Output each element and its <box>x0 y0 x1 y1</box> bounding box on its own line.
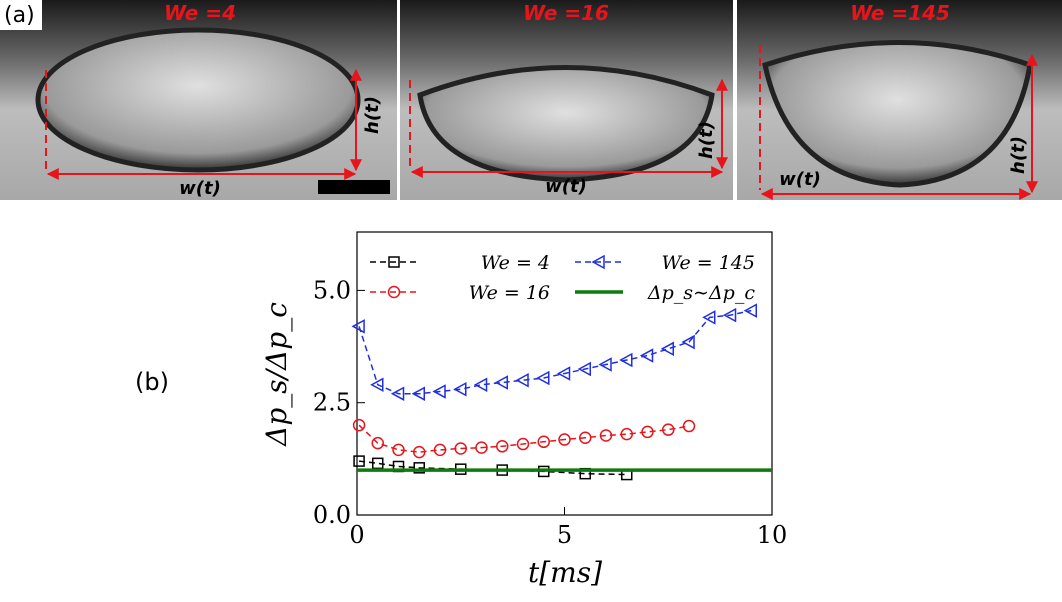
marker <box>577 361 591 377</box>
marker <box>515 372 529 388</box>
x-tick-label: 5 <box>557 521 572 549</box>
height-label: h(t) <box>1008 136 1029 174</box>
x-tick-label: 0 <box>349 521 364 549</box>
legend-item: We = 4 <box>370 252 550 274</box>
y-axis-label: Δp_s/Δp_c <box>260 302 293 447</box>
marker <box>387 285 401 299</box>
marker <box>619 352 633 368</box>
marker <box>411 386 425 401</box>
marker <box>353 455 365 467</box>
marker <box>598 357 612 372</box>
series-line <box>358 460 627 476</box>
marker <box>473 377 488 392</box>
photos <box>0 0 1062 200</box>
marker <box>558 433 571 446</box>
marker <box>662 423 675 436</box>
x-axis-label: t[ms] <box>528 556 602 589</box>
panel-label: (b) <box>135 368 169 396</box>
legend-label: We = 4 <box>481 252 550 274</box>
panel-label: (a) <box>4 3 35 28</box>
photo-title: We =4 <box>164 1 236 25</box>
scale-bar <box>318 180 390 194</box>
marker <box>591 254 605 270</box>
marker <box>641 425 654 439</box>
height-label: h(t) <box>362 96 383 134</box>
y-tick-label: 2.5 <box>313 389 351 417</box>
marker <box>681 334 695 350</box>
annotations <box>45 45 1038 200</box>
marker <box>599 429 613 442</box>
marker <box>579 431 592 444</box>
marker <box>537 435 550 449</box>
legend-label: Δp_s∼Δp_c <box>647 282 755 304</box>
y-tick-label: 0.0 <box>313 501 351 529</box>
marker <box>496 440 509 453</box>
width-label: w(t) <box>179 178 221 199</box>
marker <box>475 441 488 454</box>
label-box <box>0 0 42 30</box>
legend-label: We = 145 <box>662 252 756 274</box>
marker <box>413 445 426 459</box>
series-line <box>358 424 690 453</box>
marker <box>536 370 550 386</box>
marker <box>392 443 405 457</box>
y-tick-label: 5.0 <box>313 276 351 304</box>
legend-label: We = 16 <box>469 282 550 304</box>
marker <box>722 307 737 323</box>
marker <box>351 319 365 334</box>
legend-item: We = 16 <box>370 282 550 304</box>
legend-item: We = 145 <box>575 252 755 274</box>
photo-title: We =16 <box>523 1 609 25</box>
x-tick-label: 10 <box>757 521 788 549</box>
legend-item: Δp_s∼Δp_c <box>575 282 755 304</box>
marker <box>454 442 467 455</box>
marker <box>413 462 425 474</box>
width-label: w(t) <box>779 169 821 190</box>
droplet <box>417 65 715 183</box>
marker <box>682 419 696 433</box>
marker <box>352 418 366 432</box>
marker <box>639 348 654 363</box>
marker <box>453 381 467 397</box>
marker <box>371 436 384 450</box>
marker <box>556 366 571 381</box>
height-label: h(t) <box>696 121 717 159</box>
droplet <box>762 40 1033 188</box>
marker <box>370 377 384 392</box>
series-line <box>358 309 752 395</box>
marker <box>494 375 508 390</box>
marker <box>390 386 405 401</box>
width-label: w(t) <box>545 176 587 197</box>
marker <box>702 310 716 325</box>
marker <box>433 443 447 457</box>
marker <box>432 384 446 399</box>
photo-title: We =145 <box>850 1 950 25</box>
marker <box>388 256 400 268</box>
marker <box>516 437 530 451</box>
droplet <box>35 27 361 173</box>
marker <box>743 303 757 318</box>
marker <box>620 427 633 441</box>
marker <box>660 341 674 357</box>
